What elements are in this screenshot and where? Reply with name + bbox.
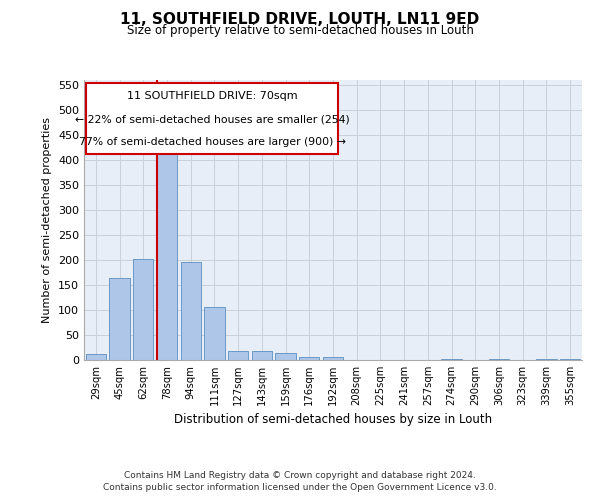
Text: 11 SOUTHFIELD DRIVE: 70sqm: 11 SOUTHFIELD DRIVE: 70sqm bbox=[127, 91, 298, 101]
FancyBboxPatch shape bbox=[86, 83, 338, 154]
Text: Distribution of semi-detached houses by size in Louth: Distribution of semi-detached houses by … bbox=[174, 412, 492, 426]
Text: Contains HM Land Registry data © Crown copyright and database right 2024.
Contai: Contains HM Land Registry data © Crown c… bbox=[103, 471, 497, 492]
Bar bbox=[133, 258, 154, 360]
Bar bbox=[181, 262, 201, 360]
Text: 77% of semi-detached houses are larger (900) →: 77% of semi-detached houses are larger (… bbox=[79, 138, 346, 147]
Text: ← 22% of semi-detached houses are smaller (254): ← 22% of semi-detached houses are smalle… bbox=[75, 115, 350, 125]
Text: Size of property relative to semi-detached houses in Louth: Size of property relative to semi-detach… bbox=[127, 24, 473, 37]
Bar bbox=[299, 357, 319, 360]
Bar bbox=[489, 358, 509, 360]
Bar bbox=[252, 351, 272, 360]
Bar bbox=[157, 144, 177, 360]
Bar bbox=[275, 352, 296, 360]
Bar bbox=[109, 278, 130, 360]
Bar bbox=[536, 358, 557, 360]
Text: 11, SOUTHFIELD DRIVE, LOUTH, LN11 9ED: 11, SOUTHFIELD DRIVE, LOUTH, LN11 9ED bbox=[121, 12, 479, 28]
Bar bbox=[228, 350, 248, 360]
Bar bbox=[442, 358, 461, 360]
Bar bbox=[560, 359, 580, 360]
Bar bbox=[323, 356, 343, 360]
Y-axis label: Number of semi-detached properties: Number of semi-detached properties bbox=[43, 117, 52, 323]
Bar bbox=[86, 354, 106, 360]
Bar bbox=[205, 306, 224, 360]
